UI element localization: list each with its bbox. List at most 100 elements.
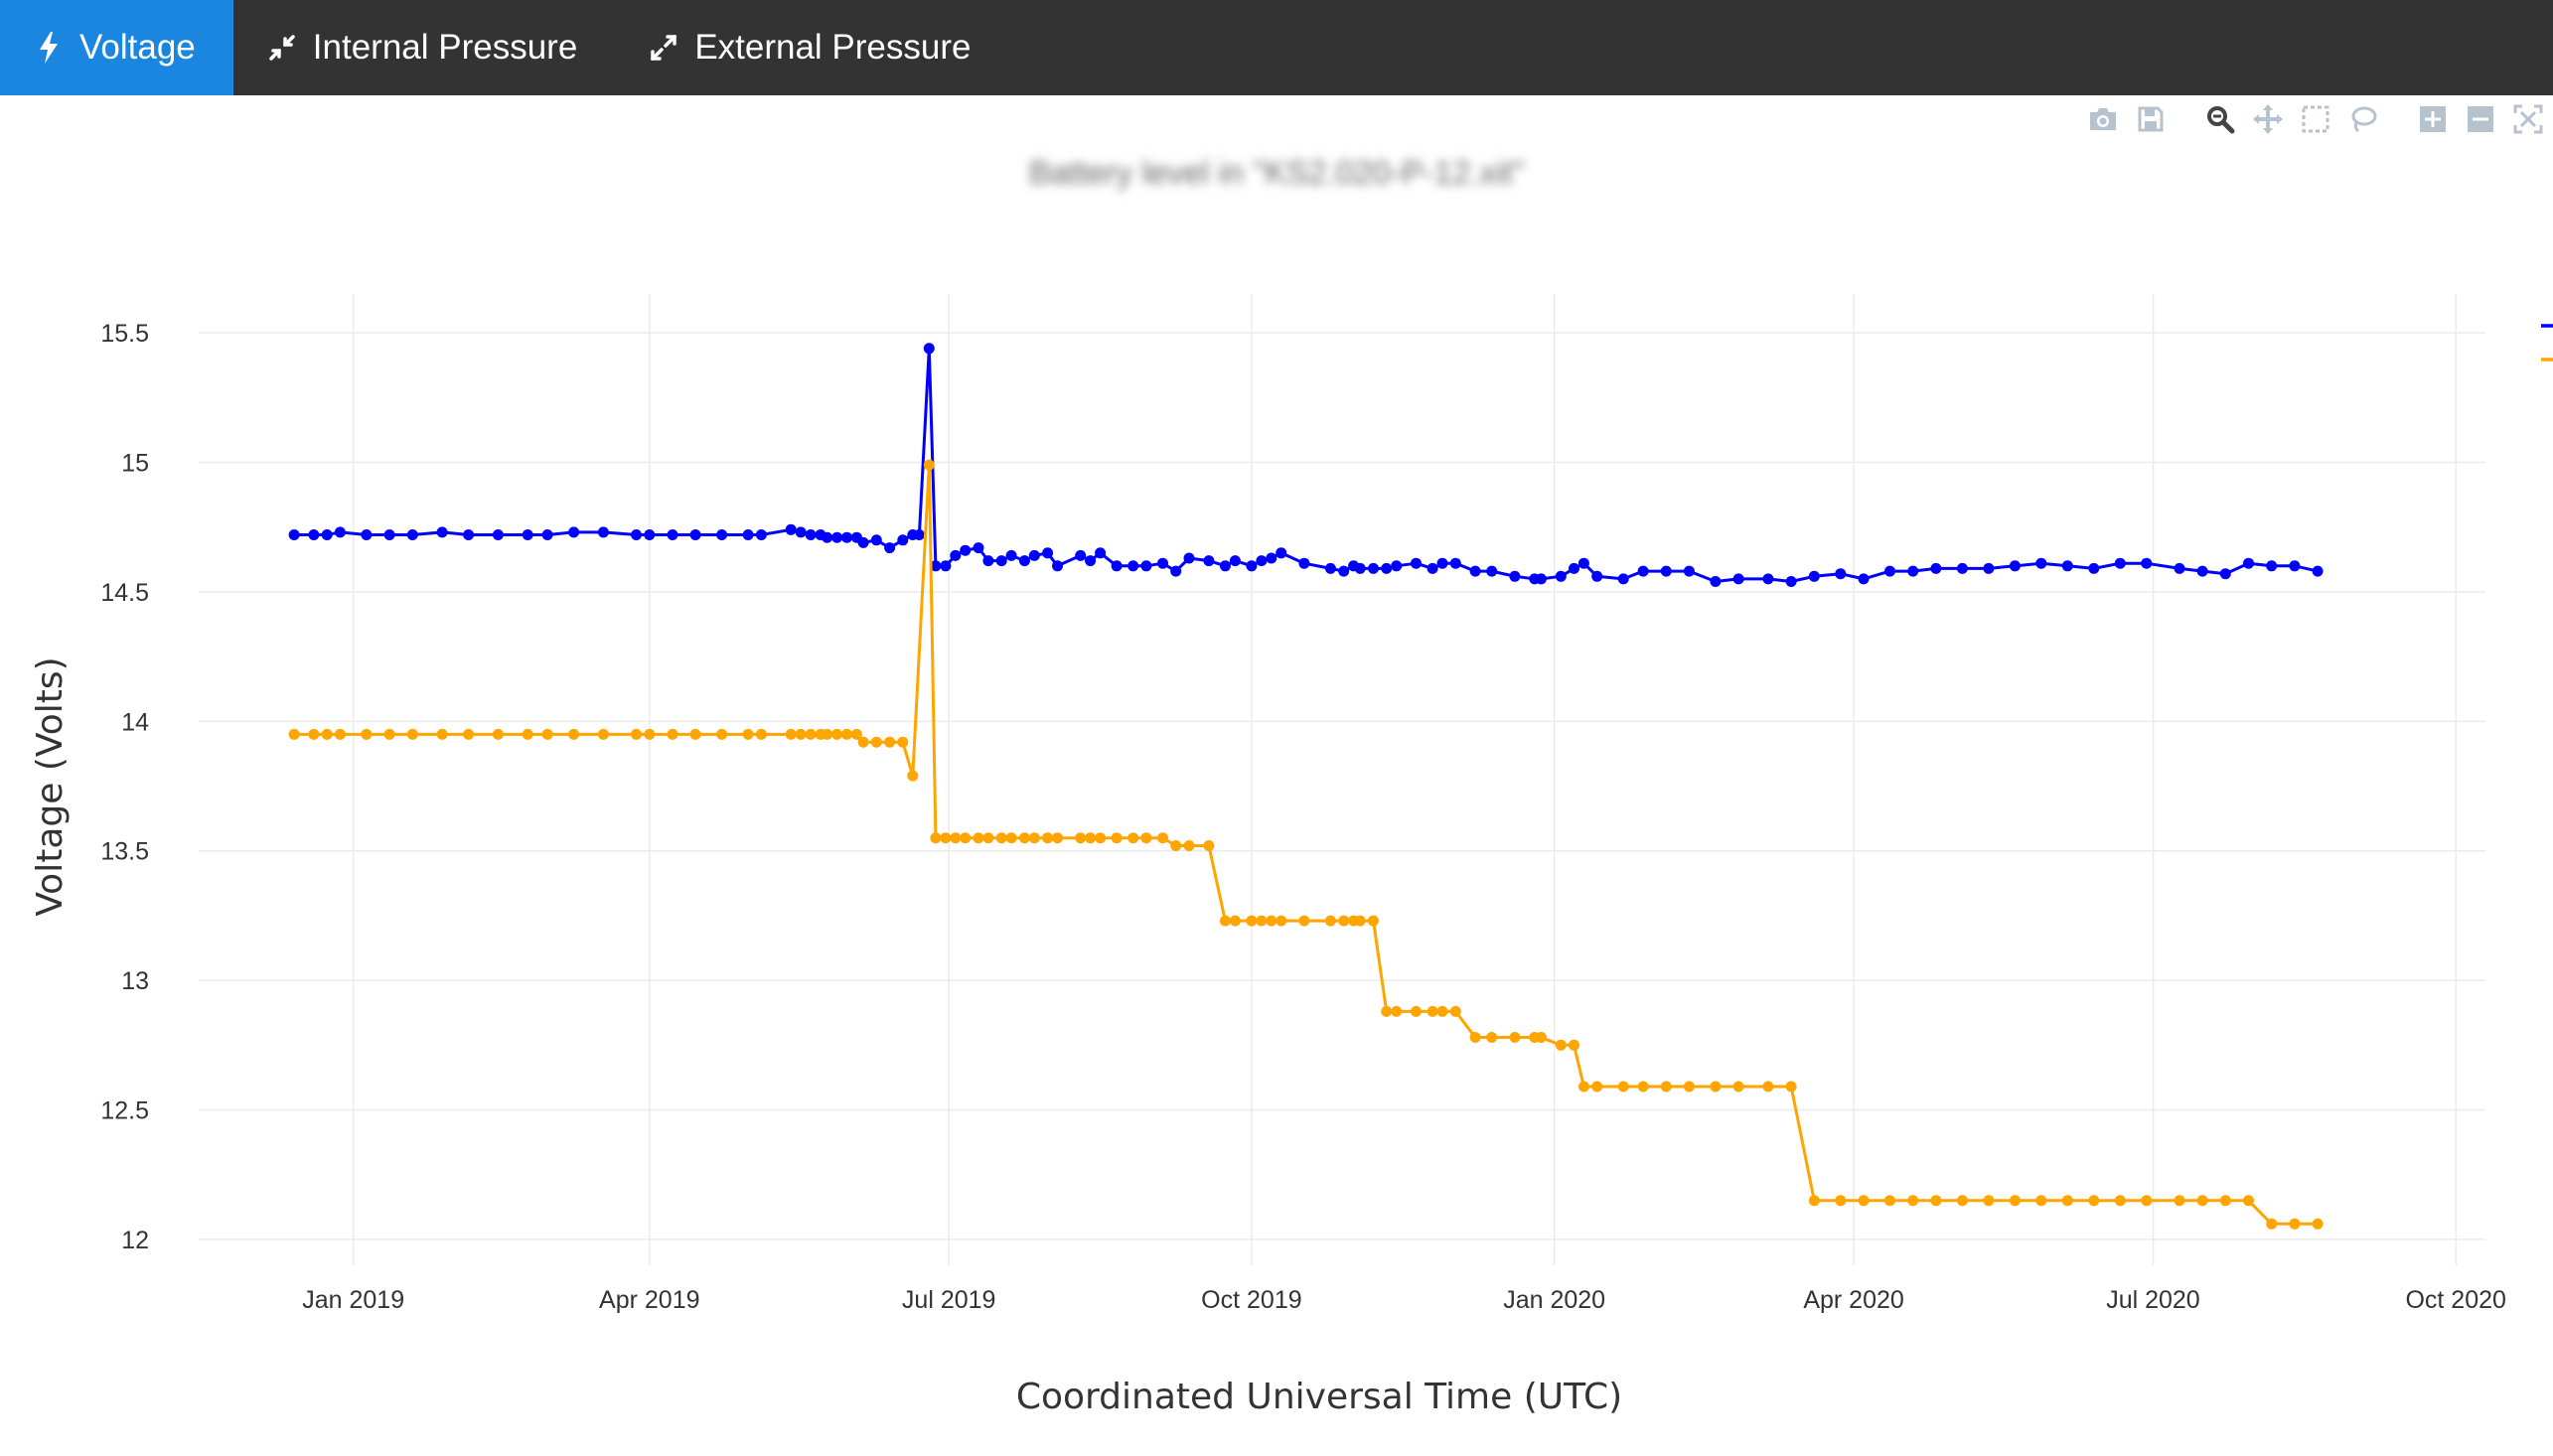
- data-point[interactable]: [2035, 557, 2047, 569]
- data-point[interactable]: [1075, 832, 1087, 844]
- data-point[interactable]: [1732, 1081, 1744, 1092]
- data-point[interactable]: [857, 536, 869, 548]
- data-point[interactable]: [841, 728, 852, 740]
- data-point[interactable]: [1808, 570, 1820, 582]
- data-point[interactable]: [1660, 1081, 1672, 1092]
- data-point[interactable]: [1835, 1195, 1847, 1207]
- data-point[interactable]: [785, 728, 797, 740]
- data-point[interactable]: [1956, 562, 1968, 574]
- data-point[interactable]: [940, 832, 952, 844]
- data-point[interactable]: [644, 529, 656, 540]
- data-point[interactable]: [755, 728, 767, 740]
- data-point[interactable]: [436, 728, 448, 740]
- data-point[interactable]: [1555, 1039, 1567, 1051]
- data-point[interactable]: [1427, 1005, 1438, 1017]
- data-point[interactable]: [644, 728, 656, 740]
- data-point[interactable]: [1095, 832, 1107, 844]
- data-point[interactable]: [850, 728, 862, 740]
- data-point[interactable]: [321, 529, 333, 540]
- data-point[interactable]: [884, 736, 896, 748]
- data-point[interactable]: [2009, 1195, 2021, 1207]
- data-point[interactable]: [406, 529, 418, 540]
- data-point[interactable]: [2196, 1195, 2208, 1207]
- data-point[interactable]: [1127, 560, 1139, 572]
- data-point[interactable]: [1555, 570, 1567, 582]
- data-point[interactable]: [1368, 562, 1379, 574]
- data-point[interactable]: [1276, 547, 1287, 559]
- data-point[interactable]: [1884, 1195, 1895, 1207]
- data-point[interactable]: [1157, 557, 1168, 569]
- data-point[interactable]: [492, 529, 504, 540]
- data-point[interactable]: [805, 529, 817, 540]
- data-point[interactable]: [907, 770, 919, 782]
- data-point[interactable]: [742, 529, 754, 540]
- data-point[interactable]: [857, 736, 869, 748]
- data-point[interactable]: [1354, 915, 1366, 927]
- data-point[interactable]: [1486, 1032, 1498, 1043]
- data-point[interactable]: [541, 728, 553, 740]
- data-point[interactable]: [361, 728, 373, 740]
- data-point[interactable]: [689, 529, 701, 540]
- data-point[interactable]: [1018, 832, 1030, 844]
- data-point[interactable]: [950, 832, 962, 844]
- data-point[interactable]: [1858, 573, 1870, 585]
- data-point[interactable]: [1591, 1081, 1603, 1092]
- data-point[interactable]: [2289, 1218, 2301, 1230]
- data-point[interactable]: [2061, 560, 2073, 572]
- data-point[interactable]: [568, 728, 580, 740]
- data-point[interactable]: [1930, 1195, 1942, 1207]
- data-point[interactable]: [1140, 560, 1152, 572]
- data-point[interactable]: [1219, 915, 1231, 927]
- data-point[interactable]: [884, 542, 896, 554]
- data-point[interactable]: [2289, 560, 2301, 572]
- data-point[interactable]: [1324, 562, 1336, 574]
- data-point[interactable]: [1183, 552, 1195, 564]
- data-point[interactable]: [1246, 915, 1258, 927]
- data-point[interactable]: [492, 728, 504, 740]
- data-point[interactable]: [288, 529, 300, 540]
- data-point[interactable]: [1449, 1005, 1461, 1017]
- data-point[interactable]: [742, 728, 754, 740]
- data-point[interactable]: [1111, 560, 1123, 572]
- tab-external-pressure[interactable]: External Pressure: [615, 0, 1008, 95]
- data-point[interactable]: [1411, 1005, 1422, 1017]
- data-point[interactable]: [1858, 1195, 1870, 1207]
- data-point[interactable]: [2219, 568, 2231, 580]
- data-point[interactable]: [897, 736, 909, 748]
- tab-voltage[interactable]: Voltage: [0, 0, 233, 95]
- data-point[interactable]: [1256, 555, 1268, 567]
- data-point[interactable]: [930, 832, 942, 844]
- data-point[interactable]: [1930, 562, 1942, 574]
- data-point[interactable]: [831, 531, 843, 543]
- data-point[interactable]: [1266, 552, 1277, 564]
- data-point[interactable]: [1298, 915, 1310, 927]
- data-point[interactable]: [1683, 565, 1695, 577]
- data-point[interactable]: [631, 728, 642, 740]
- data-point[interactable]: [2174, 1195, 2185, 1207]
- data-point[interactable]: [1298, 557, 1310, 569]
- data-point[interactable]: [870, 534, 882, 546]
- data-point[interactable]: [1075, 549, 1087, 561]
- data-point[interactable]: [716, 728, 728, 740]
- data-point[interactable]: [597, 728, 609, 740]
- data-point[interactable]: [805, 728, 817, 740]
- data-point[interactable]: [2219, 1195, 2231, 1207]
- data-point[interactable]: [1762, 573, 1774, 585]
- data-point[interactable]: [1637, 565, 1649, 577]
- data-point[interactable]: [1486, 565, 1498, 577]
- data-point[interactable]: [1324, 915, 1336, 927]
- tab-internal-pressure[interactable]: Internal Pressure: [233, 0, 616, 95]
- data-point[interactable]: [1183, 840, 1195, 851]
- data-point[interactable]: [568, 526, 580, 538]
- data-point[interactable]: [1028, 832, 1040, 844]
- data-point[interactable]: [1052, 832, 1063, 844]
- data-point[interactable]: [1436, 557, 1448, 569]
- data-point[interactable]: [361, 529, 373, 540]
- data-point[interactable]: [436, 526, 448, 538]
- data-point[interactable]: [1203, 555, 1215, 567]
- data-point[interactable]: [1381, 1005, 1393, 1017]
- data-point[interactable]: [982, 832, 994, 844]
- save-icon[interactable]: [2134, 102, 2168, 136]
- data-point[interactable]: [1391, 560, 1403, 572]
- data-point[interactable]: [1391, 1005, 1403, 1017]
